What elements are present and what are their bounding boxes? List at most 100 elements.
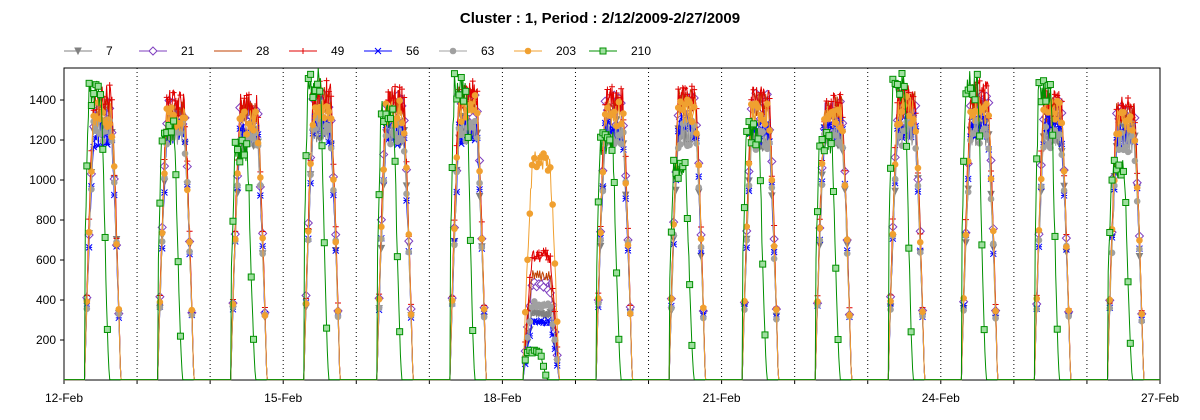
data-point bbox=[1124, 148, 1132, 156]
data-point bbox=[759, 128, 767, 136]
data-point bbox=[325, 88, 332, 95]
data-point bbox=[834, 106, 842, 114]
data-point bbox=[524, 256, 531, 264]
data-point bbox=[983, 82, 990, 89]
data-point bbox=[820, 147, 828, 155]
data-point bbox=[102, 101, 109, 108]
data-point bbox=[469, 124, 477, 131]
data-point bbox=[832, 264, 840, 272]
data-point bbox=[1037, 175, 1045, 183]
data-point bbox=[887, 164, 895, 172]
legend-label: 203 bbox=[556, 44, 576, 58]
data-point bbox=[670, 156, 678, 164]
data-point bbox=[594, 198, 602, 206]
data-point bbox=[307, 70, 315, 78]
data-point bbox=[960, 157, 968, 165]
data-point bbox=[1131, 137, 1139, 144]
data-point bbox=[243, 130, 250, 138]
data-point bbox=[108, 133, 116, 141]
data-point bbox=[186, 238, 193, 246]
data-point bbox=[683, 214, 691, 222]
data-point bbox=[1042, 123, 1050, 131]
data-point bbox=[828, 98, 835, 105]
data-point bbox=[391, 157, 399, 165]
data-point bbox=[773, 306, 780, 314]
data-point bbox=[553, 362, 561, 369]
data-point bbox=[526, 210, 534, 217]
data-point bbox=[889, 230, 897, 238]
data-point bbox=[85, 79, 93, 87]
data-point bbox=[816, 224, 824, 232]
x-axis: 12-Feb 15-Feb 18-Feb 21-Feb 24-Feb 27-Feb bbox=[45, 380, 1179, 405]
data-point bbox=[1119, 167, 1127, 175]
data-point bbox=[478, 235, 486, 243]
data-point bbox=[453, 154, 461, 161]
data-point bbox=[161, 189, 168, 196]
data-point bbox=[466, 236, 474, 244]
data-point bbox=[87, 102, 95, 110]
data-point bbox=[261, 312, 269, 319]
data-point bbox=[688, 341, 696, 349]
data-point bbox=[1131, 119, 1138, 126]
data-point bbox=[97, 91, 105, 99]
data-point bbox=[969, 130, 977, 138]
data-point bbox=[531, 154, 538, 162]
data-point bbox=[980, 326, 988, 334]
data-point bbox=[403, 190, 410, 198]
data-point bbox=[599, 168, 607, 176]
series-group bbox=[64, 68, 1160, 381]
data-point bbox=[170, 117, 178, 125]
data-point bbox=[978, 87, 985, 94]
data-point bbox=[176, 332, 184, 340]
data-point bbox=[473, 134, 481, 142]
data-point bbox=[247, 273, 255, 281]
data-point bbox=[188, 306, 196, 314]
data-point bbox=[599, 187, 607, 195]
data-point bbox=[1138, 310, 1146, 318]
data-point bbox=[90, 90, 98, 98]
y-axis: 200 400 600 800 1000 1200 1400 bbox=[29, 93, 64, 347]
data-point bbox=[318, 107, 326, 115]
data-point bbox=[898, 70, 906, 78]
data-point bbox=[677, 141, 684, 148]
legend-label: 7 bbox=[106, 44, 113, 58]
data-point bbox=[549, 285, 556, 292]
data-point bbox=[462, 87, 470, 95]
data-point bbox=[1033, 155, 1041, 163]
data-point bbox=[967, 137, 974, 144]
data-point bbox=[259, 234, 266, 242]
data-point bbox=[330, 176, 337, 183]
data-point bbox=[827, 140, 835, 148]
plot-frame bbox=[63, 67, 1161, 381]
data-point bbox=[830, 92, 837, 99]
data-point bbox=[469, 106, 477, 114]
data-point bbox=[380, 166, 387, 173]
data-point bbox=[693, 140, 700, 147]
data-point bbox=[818, 181, 826, 189]
data-point bbox=[620, 129, 627, 136]
data-point bbox=[106, 82, 113, 89]
data-point bbox=[894, 99, 901, 106]
data-point bbox=[743, 223, 751, 230]
data-point bbox=[610, 108, 618, 116]
data-point bbox=[667, 228, 675, 236]
data-point bbox=[743, 127, 751, 135]
data-point bbox=[471, 92, 479, 99]
data-point bbox=[1129, 127, 1136, 134]
data-point bbox=[181, 114, 189, 122]
data-point bbox=[987, 195, 995, 203]
data-point bbox=[1047, 144, 1054, 152]
data-point bbox=[469, 78, 476, 85]
data-point bbox=[398, 86, 405, 93]
data-point bbox=[74, 47, 82, 56]
data-point bbox=[992, 307, 999, 315]
data-point bbox=[103, 325, 111, 333]
data-point bbox=[110, 163, 118, 170]
data-point bbox=[547, 164, 554, 171]
data-point bbox=[389, 95, 396, 102]
data-point bbox=[896, 132, 904, 140]
data-point bbox=[464, 133, 472, 141]
data-point bbox=[328, 93, 335, 100]
data-point bbox=[161, 170, 168, 177]
data-point bbox=[542, 247, 549, 254]
